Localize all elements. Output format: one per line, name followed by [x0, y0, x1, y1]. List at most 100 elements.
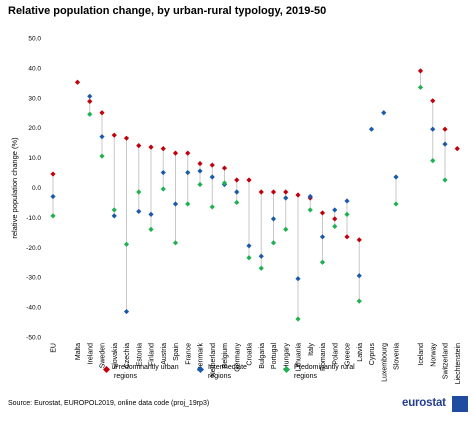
x-category-label: Slovenia	[394, 343, 401, 370]
data-point-series-1	[270, 216, 277, 222]
data-point-series-2	[430, 157, 436, 164]
x-category-label: Latvia	[357, 343, 364, 362]
x-category-label: Austria	[161, 343, 168, 365]
legend-label: Predominantly rural regions	[294, 364, 355, 380]
source-note: Source: Eurostat, EUROPOL2019, online da…	[8, 400, 210, 407]
data-point-series-2	[295, 316, 301, 322]
y-tick-label: 30.0	[28, 95, 41, 102]
legend-label: Intermediate regions	[208, 364, 247, 380]
data-point-series-1	[430, 126, 436, 132]
eu-flag-icon	[452, 396, 468, 412]
data-point-series-0	[332, 216, 338, 222]
data-point-series-2	[283, 226, 289, 232]
data-point-series-0	[197, 160, 203, 167]
data-point-series-1	[123, 308, 130, 315]
x-category-label: Czechia	[124, 343, 131, 368]
x-category-label: Romania	[320, 343, 327, 371]
data-point-series-1	[283, 195, 289, 201]
data-point-series-0	[417, 68, 424, 74]
x-category-label: Spain	[173, 343, 180, 361]
data-point-series-2	[442, 177, 448, 183]
x-category-label: EU	[51, 343, 58, 353]
data-point-series-1	[197, 168, 203, 174]
x-category-label: Liechtenstein	[455, 343, 462, 384]
y-tick-label: -30.0	[26, 275, 41, 282]
y-tick-label: -40.0	[26, 305, 41, 312]
x-category-label: Netherland	[210, 343, 217, 377]
data-point-series-2	[258, 265, 264, 271]
data-point-series-2	[87, 111, 93, 117]
data-point-series-0	[454, 146, 460, 152]
data-point-series-2	[172, 240, 179, 246]
x-category-label: Sweden	[100, 343, 107, 368]
data-point-series-2	[393, 201, 399, 207]
x-category-label: France	[185, 343, 192, 365]
x-category-label: Malta	[75, 343, 82, 360]
y-tick-label: 20.0	[28, 125, 41, 132]
data-point-series-0	[295, 192, 301, 198]
x-category-label: Iceland	[418, 343, 425, 366]
data-point-series-2	[185, 201, 191, 207]
y-tick-label: 40.0	[28, 65, 41, 72]
data-point-series-1	[99, 134, 105, 140]
data-point-series-2	[307, 207, 313, 213]
data-point-series-0	[136, 143, 142, 149]
x-category-label: Hungary	[283, 343, 290, 370]
legend-label: Predominantly urban regions	[114, 364, 179, 380]
data-point-series-2	[319, 259, 326, 265]
data-point-series-1	[393, 174, 399, 180]
data-point-series-1	[148, 211, 154, 218]
data-point-series-1	[295, 276, 301, 282]
data-point-series-0	[74, 79, 81, 85]
x-category-label: Italy	[308, 343, 315, 356]
x-category-label: Estonia	[136, 343, 143, 366]
data-point-series-1	[160, 169, 166, 176]
data-point-series-1	[246, 243, 252, 249]
data-point-series-0	[148, 144, 154, 150]
data-point-series-2	[160, 186, 166, 192]
data-point-series-1	[344, 198, 350, 204]
data-point-series-1	[381, 110, 387, 116]
x-category-label: Bulgaria	[259, 343, 266, 369]
data-point-series-1	[258, 253, 264, 259]
data-point-series-2	[344, 211, 350, 218]
data-point-series-0	[185, 150, 191, 156]
data-point-series-2	[234, 199, 240, 206]
data-point-series-0	[221, 165, 228, 171]
data-point-series-1	[368, 126, 375, 132]
y-tick-label: 0.0	[32, 185, 41, 192]
y-tick-label: -10.0	[26, 215, 41, 222]
data-point-series-2	[209, 204, 215, 210]
y-tick-label: 50.0	[28, 36, 41, 43]
data-point-series-0	[209, 162, 215, 168]
data-point-series-0	[344, 234, 350, 240]
data-point-series-1	[172, 201, 179, 207]
data-point-series-0	[123, 135, 130, 141]
data-point-series-2	[417, 84, 424, 90]
data-point-series-0	[160, 146, 166, 152]
data-point-series-1	[332, 207, 338, 213]
data-point-series-1	[307, 193, 313, 200]
y-tick-label: -50.0	[26, 335, 41, 342]
data-point-series-2	[270, 240, 277, 246]
x-category-label: Norway	[430, 343, 437, 367]
data-point-series-0	[442, 126, 448, 132]
data-point-series-1	[442, 141, 448, 147]
data-point-series-2	[136, 189, 142, 195]
data-point-series-2	[123, 241, 130, 247]
data-point-series-0	[356, 237, 362, 243]
data-point-series-2	[111, 207, 117, 213]
data-point-series-0	[99, 110, 105, 116]
x-category-label: Germany	[234, 343, 241, 372]
data-point-series-2	[246, 255, 252, 261]
x-category-label: Finland	[149, 343, 156, 366]
data-point-series-2	[197, 181, 203, 188]
x-category-label: Lithuania	[296, 343, 303, 372]
data-point-series-1	[356, 273, 362, 279]
data-point-series-2	[148, 226, 154, 232]
x-category-label: Portugal	[271, 343, 278, 370]
data-point-series-1	[87, 93, 93, 99]
data-point-series-0	[246, 177, 252, 183]
y-axis-label: relative population change (%)	[10, 137, 19, 239]
